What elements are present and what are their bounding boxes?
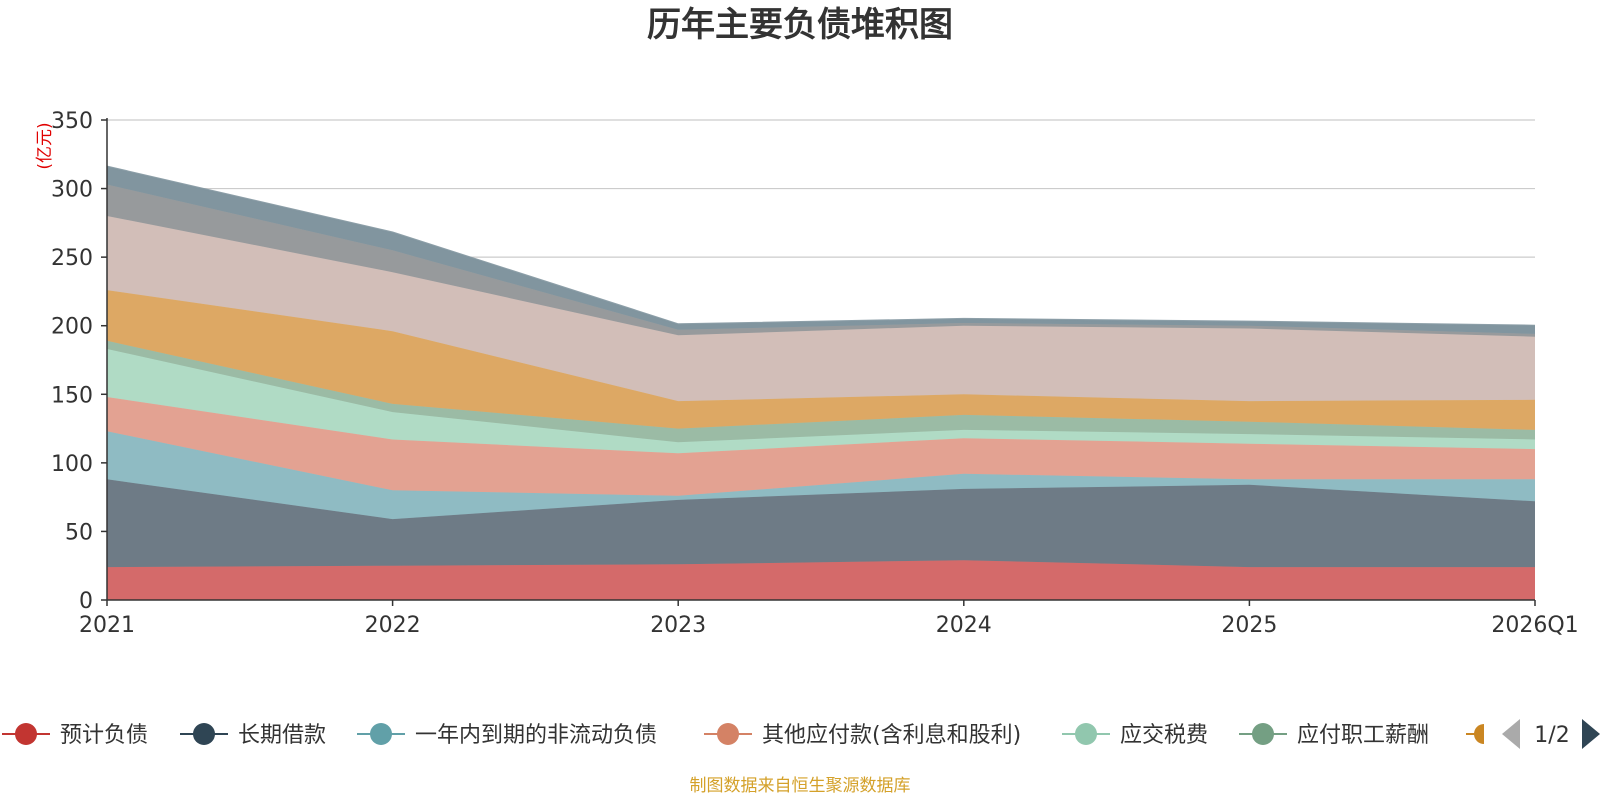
legend-label: 应付职工薪酬 [1297, 723, 1429, 748]
y-tick-label: 150 [51, 383, 93, 408]
area-6[interactable] [107, 340, 1535, 443]
area-8[interactable] [107, 216, 1535, 402]
x-tick-label: 2024 [936, 613, 992, 638]
legend-page-indicator: 1/2 [1534, 723, 1569, 748]
legend-marker [1252, 723, 1274, 745]
x-tick-label: 2021 [79, 613, 135, 638]
source-note: 制图数据来自恒生聚源数据库 [690, 776, 911, 796]
legend-label: 一年内到期的非流动负债 [415, 723, 657, 748]
legend-marker [193, 723, 215, 745]
y-tick-label: 350 [51, 109, 93, 134]
area-series [106, 165, 1536, 600]
y-tick-label: 200 [51, 315, 93, 340]
area-5[interactable] [107, 349, 1535, 454]
legend-marker [370, 723, 392, 745]
x-tick-label: 2023 [650, 613, 706, 638]
legend-marker [717, 723, 739, 745]
x-tick-label: 2025 [1221, 613, 1277, 638]
legend-marker [15, 723, 37, 745]
legend-item-1[interactable]: 预计负债 [2, 723, 148, 748]
legend-item-2[interactable]: 长期借款 [180, 723, 326, 748]
legend-label: 长期借款 [238, 723, 326, 748]
area-3[interactable] [107, 431, 1535, 520]
legend-item-6[interactable]: 应付职工薪酬 [1239, 723, 1429, 748]
legend-item-partial[interactable] [1466, 724, 1484, 744]
y-tick-label: 0 [79, 589, 93, 614]
area-2[interactable] [107, 479, 1535, 568]
legend-marker [1075, 723, 1097, 745]
chart-title: 历年主要负债堆积图 [647, 5, 953, 45]
axes: 0 50 100 150 200 250 300 350 2021 2022 2023 2024 202… [51, 109, 1579, 638]
area-1[interactable] [107, 560, 1535, 600]
area-10[interactable] [107, 166, 1535, 334]
legend-marker [1474, 724, 1484, 744]
area-7[interactable] [107, 290, 1535, 430]
y-tick-label: 250 [51, 246, 93, 271]
area-line-10 [106, 165, 1536, 327]
y-axis-unit-label: (亿元) [35, 122, 55, 169]
legend: 预计负债 长期借款 一年内到期的非流动负债 其他应付款(含利息和股利) 应交税费 应付职工… [2, 719, 1600, 749]
x-tick-label: 2026Q1 [1491, 613, 1578, 638]
legend-item-5[interactable]: 应交税费 [1062, 723, 1208, 748]
legend-prev-page-icon[interactable] [1502, 719, 1520, 749]
legend-item-4[interactable]: 其他应付款(含利息和股利) [704, 723, 1021, 748]
legend-label: 其他应付款(含利息和股利) [762, 723, 1021, 748]
area-9[interactable] [107, 184, 1535, 337]
y-tick-label: 50 [65, 520, 93, 545]
y-tick-label: 100 [51, 452, 93, 477]
x-tick-label: 2022 [365, 613, 421, 638]
legend-label: 应交税费 [1120, 723, 1208, 748]
legend-next-page-icon[interactable] [1582, 719, 1600, 749]
legend-item-3[interactable]: 一年内到期的非流动负债 [357, 723, 657, 748]
y-tick-label: 300 [51, 178, 93, 203]
legend-label: 预计负债 [60, 723, 148, 748]
